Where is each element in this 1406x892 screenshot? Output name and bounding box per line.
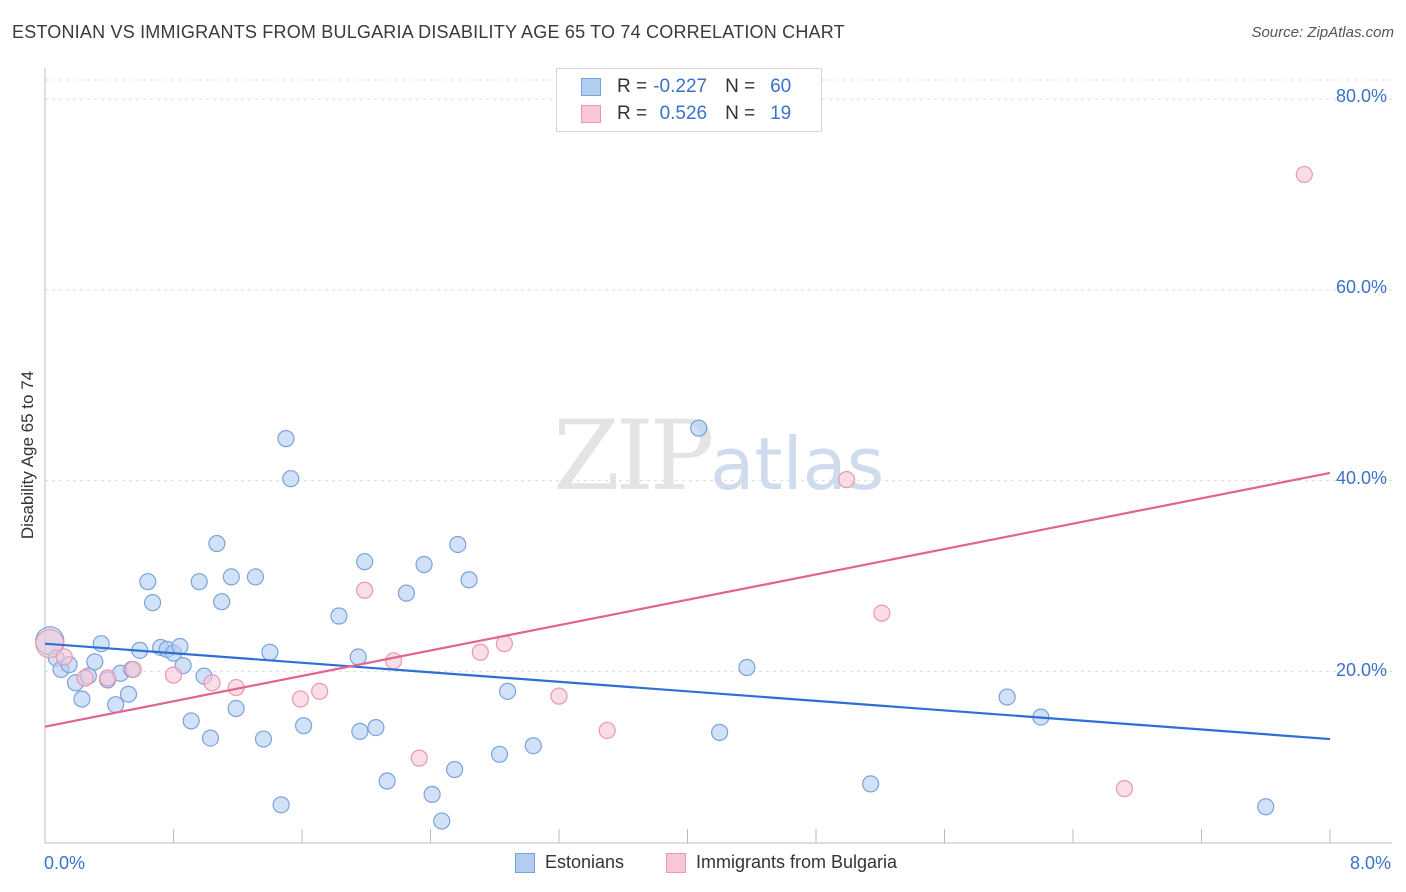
bulgaria-point [203,674,221,692]
estonians-point [690,419,708,437]
source-label: Source: ZipAtlas.com [1251,24,1394,41]
legend-swatch-bulgaria [581,105,601,123]
bulgaria-trend-line [44,471,1331,728]
y-tick-label-40: 40.0% [1336,468,1388,488]
bulgaria-point [356,581,374,599]
estonians-point [86,653,104,671]
estonians-point [282,470,300,488]
estonians-point [449,535,467,554]
legend-row-estonians: R = -0.227 N = 60 [581,74,791,100]
bulgaria-point [76,669,94,687]
estonians-point [378,772,396,790]
y-tick-label-20: 20.0% [1336,660,1388,680]
bottom-legend-swatch-estonians [515,852,535,873]
estonians-point [524,737,542,755]
estonians-point [356,553,374,571]
estonians-point [139,573,157,591]
bulgaria-point [99,669,117,687]
estonians-point [171,637,189,656]
bulgaria-point [1295,165,1313,184]
x-tick-label-max: 8.0% [1350,853,1392,873]
estonians-point [433,812,451,830]
estonians-point [738,658,756,677]
legend-row-bulgaria: R = 0.526 N = 19 [581,101,791,127]
legend-r-value-estonians: -0.227 [653,76,708,97]
estonians-point [330,607,348,625]
estonians-point [144,594,162,612]
estonians-point [246,568,265,586]
estonians-point [227,699,245,718]
estonians-point [272,796,290,814]
estonians-point [261,643,279,661]
estonians-point [351,722,369,741]
bulgaria-point [598,721,616,740]
bottom-legend-label-bulgaria: Immigrants from Bulgaria [696,852,898,872]
estonians-point [711,723,729,741]
legend-r-value-bulgaria: 0.526 [659,103,708,124]
bulgaria-point [471,643,489,661]
legend-n-label: N = [725,103,756,124]
estonians-point [182,712,200,730]
estonians-point [190,573,208,591]
estonians-point [499,682,517,700]
bulgaria-point [124,660,142,679]
estonians-point [213,593,231,611]
y-tick-label-80: 80.0% [1336,86,1388,106]
watermark-logo: ZIPatlas [553,400,884,512]
estonians-point [73,690,91,708]
bulgaria-point [410,749,428,767]
bulgaria-point [873,604,891,622]
estonians-point [295,717,313,735]
estonians-point [1257,798,1275,816]
bottom-legend-bulgaria: Immigrants from Bulgaria [666,852,897,873]
bulgaria-point [384,652,403,670]
estonians-point [460,571,478,589]
estonians-point [415,555,433,574]
bulgaria-point [55,648,73,666]
bulgaria-point [1115,780,1134,798]
bulgaria-point [164,666,183,684]
legend-r-label: R = [617,76,648,97]
bulgaria-point [837,471,856,489]
bulgaria-point [311,682,329,700]
estonians-point [254,730,273,748]
estonians-point [998,688,1016,706]
estonians-point [367,718,385,737]
chart-title: ESTONIAN VS IMMIGRANTS FROM BULGARIA DIS… [12,22,845,42]
bulgaria-point [291,690,309,708]
legend-swatch-estonians [581,78,601,96]
legend-n-value-bulgaria: 19 [770,103,792,124]
bulgaria-point [550,687,568,705]
bottom-legend-estonians: Estonians [515,852,624,873]
estonians-point [277,430,295,448]
bottom-legend-swatch-bulgaria [666,852,686,873]
watermark-zip: ZIP [553,400,714,512]
watermark-atlas: atlas [710,422,885,506]
bottom-legend-label-estonians: Estonians [545,852,625,872]
estonians-point [423,785,441,803]
estonians-point [490,745,509,763]
estonians-point [445,760,464,779]
legend-n-label: N = [725,76,756,97]
legend-r-label: R = [617,103,648,124]
estonians-point [222,568,240,586]
estonians-point [107,696,125,714]
estonians-point [119,685,138,703]
estonians-point [862,775,880,793]
estonians-point [208,534,226,553]
estonians-trend-line [44,642,1331,741]
legend-n-value-estonians: 60 [770,76,792,97]
estonians-point [397,584,416,602]
x-tick-label-min: 0.0% [44,853,86,873]
y-tick-label-60: 60.0% [1336,277,1388,297]
estonians-point [201,729,220,747]
correlation-legend: R = -0.227 N = 60 R = 0.526 N = 19 [556,68,822,132]
